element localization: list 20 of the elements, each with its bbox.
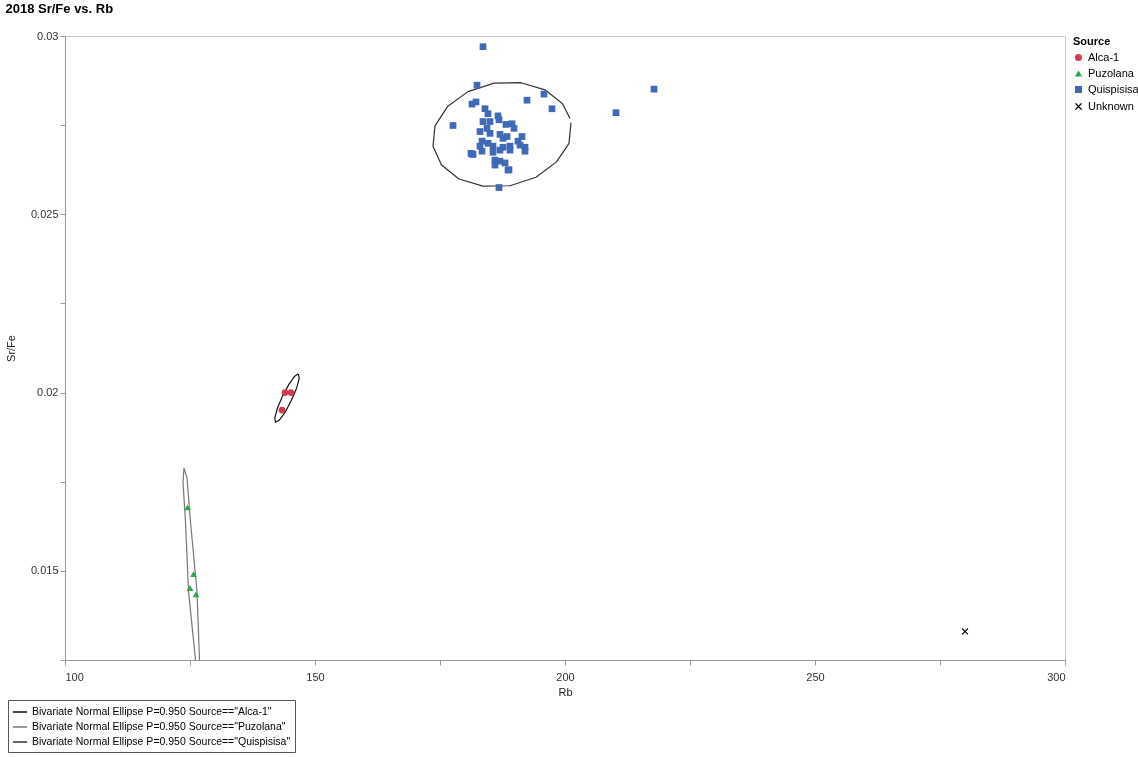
legend-label: Puzolana (1088, 66, 1135, 79)
legend-label: Bivariate Normal Ellipse P=0.950 Source=="Alca-1" (32, 705, 272, 717)
x-tick-label: 300 (1047, 670, 1066, 683)
legend-label: Bivariate Normal Ellipse P=0.950 Source=="Quispisisa" (32, 735, 291, 747)
legend-label: Unknown (1088, 99, 1134, 112)
x-axis-title: Rb (558, 685, 573, 698)
y-axis-title: Sr/Fe (4, 335, 17, 362)
x-tick-label: 150 (306, 670, 325, 683)
legend-label: Bivariate Normal Ellipse P=0.950 Source=="Puzolana" (32, 720, 286, 732)
x-tick-label: 100 (65, 670, 84, 683)
y-tick-label: 0.02 (37, 386, 59, 399)
x-tick-label: 200 (556, 670, 575, 683)
y-tick-label: 0.025 (30, 207, 59, 220)
y-tick-label: 0.03 (37, 29, 59, 42)
legend-title: Source (1073, 35, 1111, 47)
y-tick-label: 0.015 (30, 564, 59, 577)
legend-label: Alca-1 (1088, 50, 1120, 63)
x-tick-label: 250 (806, 670, 825, 683)
chart-title: 2018 Sr/Fe vs. Rb (5, 1, 114, 16)
legend-label: Quispisisa (1088, 82, 1138, 95)
